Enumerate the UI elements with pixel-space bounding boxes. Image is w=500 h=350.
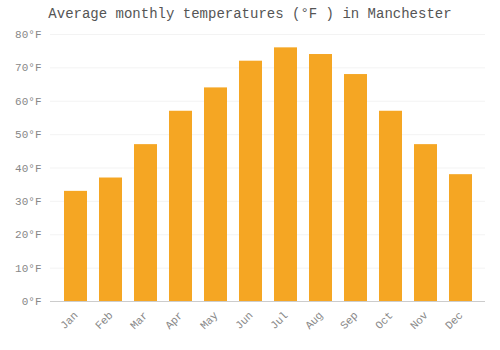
svg-text:50°F: 50°F — [15, 129, 41, 141]
svg-text:10°F: 10°F — [15, 263, 41, 275]
svg-text:May: May — [198, 309, 221, 332]
svg-text:70°F: 70°F — [15, 62, 41, 74]
svg-text:30°F: 30°F — [15, 196, 41, 208]
svg-text:Apr: Apr — [163, 309, 185, 331]
svg-text:80°F: 80°F — [15, 29, 41, 41]
svg-text:60°F: 60°F — [15, 96, 41, 108]
svg-text:Jun: Jun — [233, 309, 255, 331]
svg-text:20°F: 20°F — [15, 229, 41, 241]
svg-text:Aug: Aug — [303, 309, 325, 331]
svg-text:Oct: Oct — [373, 309, 395, 331]
svg-text:Feb: Feb — [93, 309, 115, 331]
svg-text:Jan: Jan — [58, 309, 80, 331]
html-text:Average monthly temperatures (: Average monthly temperatures (°F ) in Ma… — [48, 6, 452, 22]
svg-text:Nov: Nov — [408, 309, 431, 332]
svg-text:Jul: Jul — [268, 309, 290, 331]
svg-text:Sep: Sep — [338, 309, 360, 331]
svg-text:Dec: Dec — [443, 309, 465, 331]
svg-text:0°F: 0°F — [22, 296, 42, 308]
svg-text:40°F: 40°F — [15, 163, 41, 175]
svg-text:Mar: Mar — [128, 309, 150, 331]
